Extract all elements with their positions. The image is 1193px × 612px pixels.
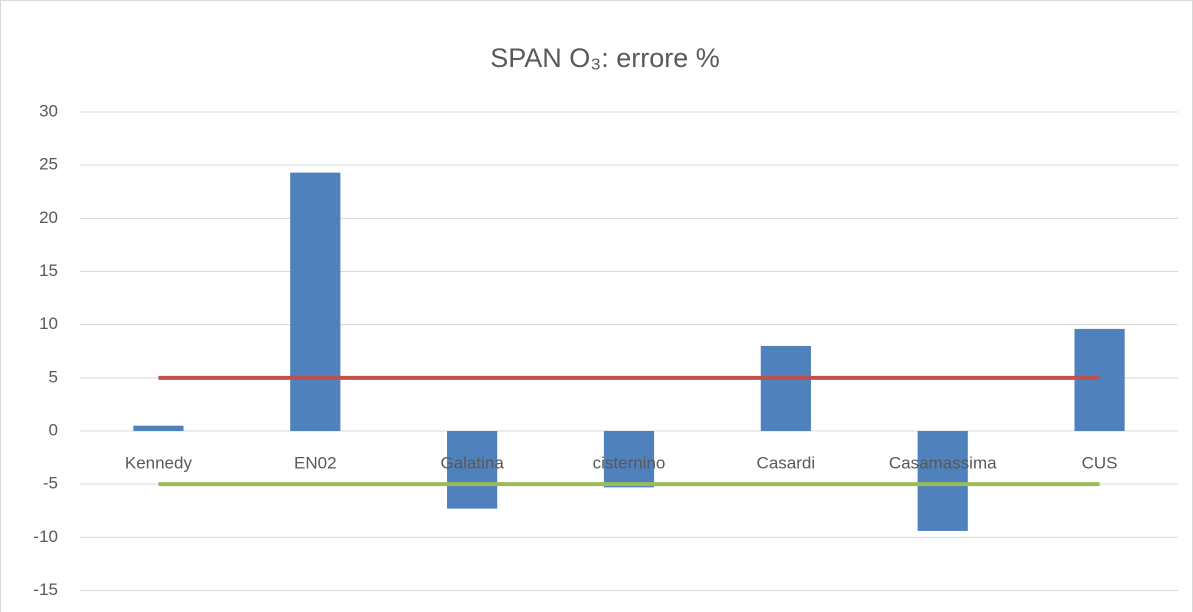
y-tick-label: 10: [39, 314, 58, 333]
x-tick-label: Kennedy: [125, 453, 193, 472]
y-tick-label: 20: [39, 208, 58, 227]
y-tick-label: 25: [39, 155, 58, 174]
bar: [603, 431, 655, 488]
x-tick-label: EN02: [294, 453, 337, 472]
chart-title: SPAN O₃: errore %: [490, 43, 720, 73]
y-tick-label: -10: [33, 527, 58, 546]
x-tick-label: CUS: [1082, 453, 1118, 472]
y-tick-label: 15: [39, 261, 58, 280]
bar: [133, 425, 184, 431]
x-tick-label: Casamassima: [889, 453, 997, 472]
y-tick-label: -15: [33, 580, 58, 599]
x-tick-label: Casardi: [757, 453, 816, 472]
x-tick-label: Galatina: [440, 453, 504, 472]
bar: [760, 345, 811, 431]
y-tick-label: 5: [49, 367, 58, 386]
bar: [447, 431, 498, 509]
x-tick-label: cisternino: [593, 453, 666, 472]
bar: [917, 431, 968, 531]
bar: [1074, 328, 1125, 431]
y-tick-label: -5: [43, 474, 58, 493]
y-tick-label: 0: [49, 420, 58, 439]
bar: [290, 172, 341, 432]
y-tick-label: 30: [39, 101, 58, 120]
